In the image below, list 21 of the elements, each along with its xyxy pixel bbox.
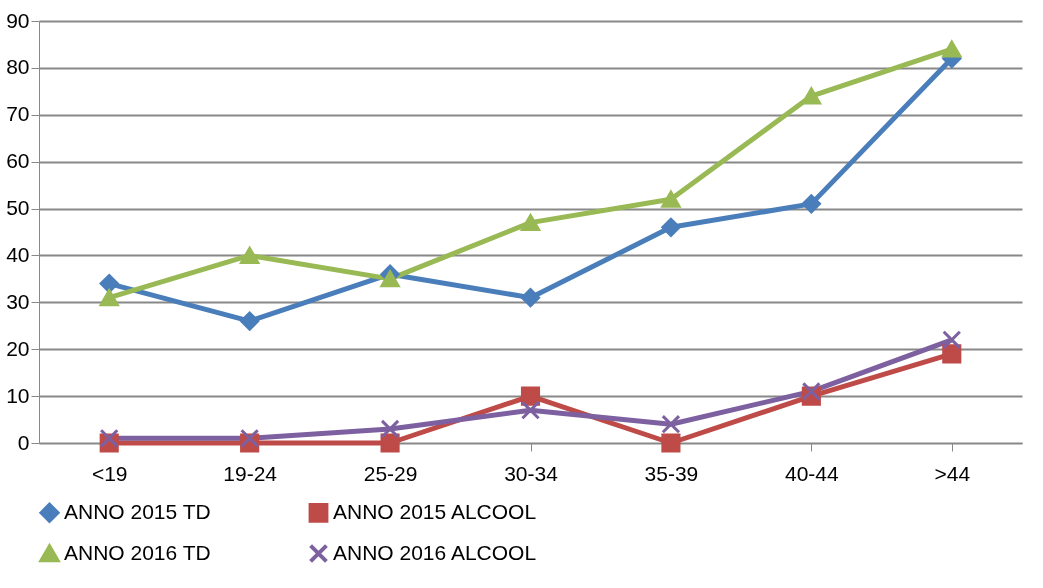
x-tick-label: 25-29	[363, 461, 418, 485]
legend-label: ANNO 2016 TD	[64, 540, 211, 564]
legend-label: ANNO 2016 ALCOOL	[333, 540, 537, 564]
y-tick-label: 0	[17, 430, 30, 454]
legend-label: ANNO 2015 TD	[64, 499, 211, 523]
y-tick-label: 60	[6, 149, 30, 173]
y-tick-label: 40	[6, 242, 30, 266]
x-tick-label: >44	[934, 461, 971, 485]
x-tick-label: 35-39	[644, 461, 699, 485]
x-tick-label: 30-34	[504, 461, 559, 485]
y-tick-label: 80	[6, 55, 30, 79]
y-tick-label: 70	[6, 102, 30, 126]
y-tick-label: 30	[6, 289, 30, 313]
x-tick-label: 40-44	[785, 461, 840, 485]
y-tick-label: 20	[6, 336, 30, 360]
x-tick-label: <19	[91, 461, 128, 485]
x-tick-label: 19-24	[223, 461, 278, 485]
y-tick-label: 50	[6, 196, 30, 220]
y-tick-label: 90	[6, 8, 30, 32]
y-tick-label: 10	[6, 383, 30, 407]
legend-label: ANNO 2015 ALCOOL	[333, 499, 537, 523]
